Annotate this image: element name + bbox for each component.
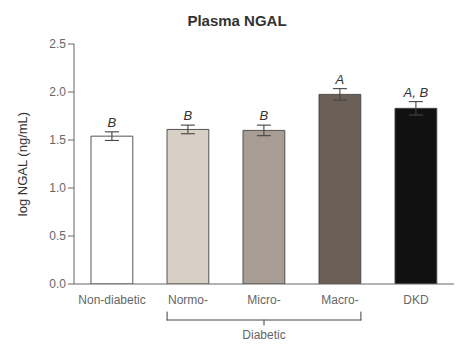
svg-text:2.5: 2.5 [49,37,66,51]
svg-text:1.5: 1.5 [49,133,66,147]
svg-text:Macro-: Macro- [321,293,358,307]
svg-text:Normo-: Normo- [168,293,208,307]
svg-text:B: B [184,108,193,123]
svg-text:0.0: 0.0 [49,277,66,291]
svg-text:DKD: DKD [403,293,429,307]
svg-text:B: B [260,108,269,123]
svg-text:0.5: 0.5 [49,229,66,243]
svg-text:A, B: A, B [403,85,429,100]
svg-text:B: B [108,115,117,130]
svg-text:1.0: 1.0 [49,181,66,195]
svg-text:A: A [335,72,345,87]
svg-text:Diabetic: Diabetic [242,328,285,342]
svg-text:log NGAL (ng/mL): log NGAL (ng/mL) [15,112,30,216]
svg-text:Micro-: Micro- [247,293,280,307]
svg-text:Non-diabetic: Non-diabetic [78,293,145,307]
svg-text:2.0: 2.0 [49,85,66,99]
html-text:Plasma NGAL: Plasma NGAL [187,12,287,29]
